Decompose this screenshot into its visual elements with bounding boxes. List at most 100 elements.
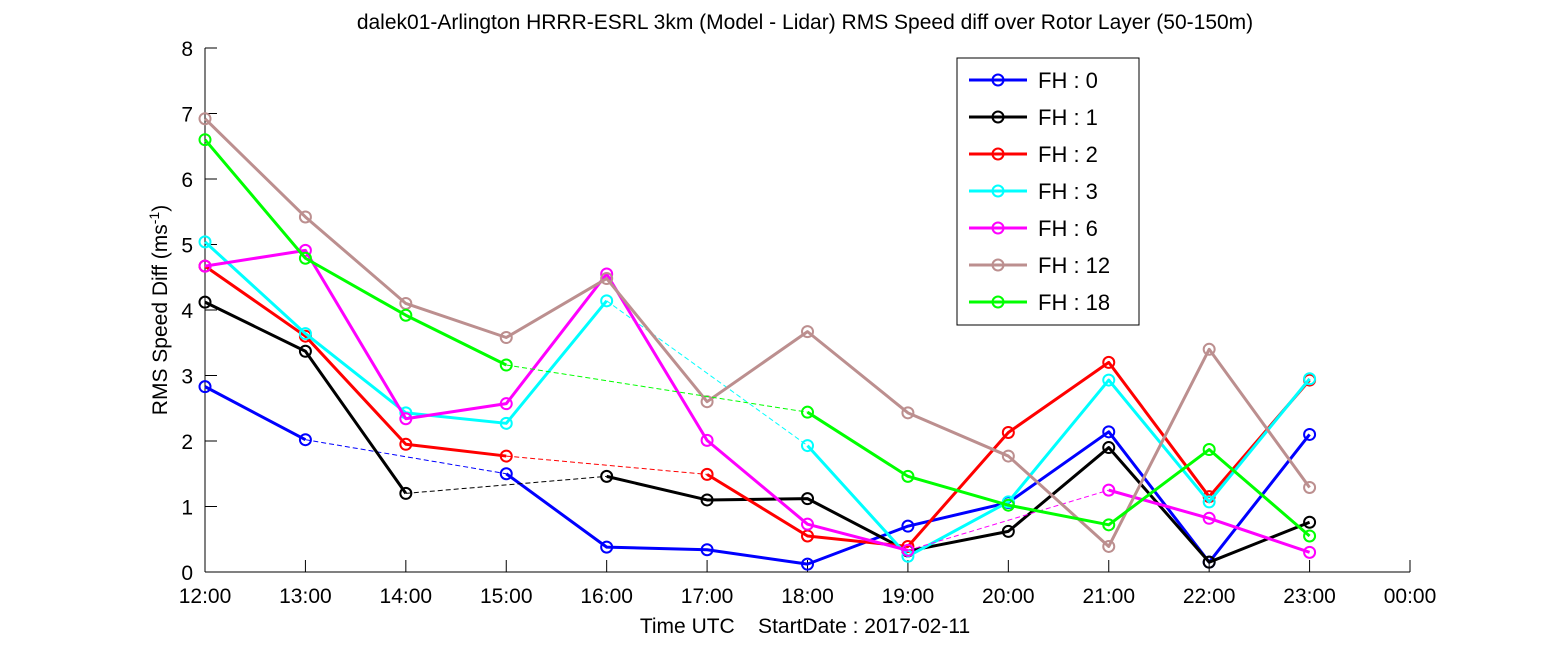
x-axis-label: Time UTC StartDate : 2017-02-11 xyxy=(640,615,970,638)
data-point xyxy=(1202,511,1216,525)
data-point xyxy=(700,543,714,557)
data-point xyxy=(399,437,413,451)
series-line xyxy=(204,248,909,552)
data-point xyxy=(499,397,513,411)
y-axis-label-text: RMS Speed Diff (ms xyxy=(149,224,172,415)
data-point xyxy=(1102,539,1116,553)
data-point xyxy=(198,112,212,126)
data-point xyxy=(801,439,814,453)
data-point xyxy=(298,210,312,224)
data-point xyxy=(499,331,513,345)
data-point xyxy=(399,486,413,500)
data-point xyxy=(700,493,714,507)
x-tick-label: 20:00 xyxy=(982,585,1035,608)
x-tick-label: 18:00 xyxy=(781,585,834,608)
data-point xyxy=(1102,518,1116,532)
data-point xyxy=(700,433,714,447)
data-point xyxy=(1102,355,1116,369)
data-point xyxy=(901,406,915,420)
gap-connector xyxy=(305,439,507,475)
data-point xyxy=(801,405,814,419)
legend-label: FH : 18 xyxy=(1038,290,1110,315)
data-point xyxy=(198,259,212,273)
data-point xyxy=(901,539,915,553)
x-tick-label: 23:00 xyxy=(1283,585,1336,608)
y-tick-label: 3 xyxy=(181,366,193,389)
series-line xyxy=(806,377,1311,558)
legend-label: FH : 0 xyxy=(1038,68,1098,93)
series-fh-0 xyxy=(198,380,1317,571)
chart-title: dalek01-Arlington HRRR-ESRL 3km (Model -… xyxy=(357,11,1253,34)
legend-label: FH : 2 xyxy=(1038,142,1098,167)
y-axis-label: RMS Speed Diff (ms-1) xyxy=(146,205,172,415)
series-fh-18 xyxy=(198,133,1317,543)
y-tick-label: 0 xyxy=(181,562,193,585)
y-axis-label-sup: -1 xyxy=(146,212,162,225)
axes: 0 1 2 3 4 5 6 7 8 12:00 13:00 14:00 15:00 16:00 17:00 1… xyxy=(179,38,1437,608)
series-line xyxy=(204,385,307,442)
y-tick-label: 7 xyxy=(181,104,193,127)
x-tick-label: 19:00 xyxy=(882,585,935,608)
series-line xyxy=(204,300,408,495)
gap-connector xyxy=(506,455,708,475)
data-point xyxy=(1001,498,1015,512)
legend-label: FH : 6 xyxy=(1038,216,1098,241)
data-point xyxy=(700,467,714,481)
data-point xyxy=(499,467,513,481)
data-point xyxy=(298,251,312,265)
x-tick-label: 21:00 xyxy=(1082,585,1135,608)
data-point xyxy=(801,557,814,571)
data-point xyxy=(1102,373,1116,387)
data-point xyxy=(198,133,212,147)
data-point xyxy=(198,295,212,309)
x-tick-label: 22:00 xyxy=(1183,585,1236,608)
svg-text:RMS Speed Diff (ms-1): RMS Speed Diff (ms-1) xyxy=(146,205,172,415)
y-tick-label: 6 xyxy=(181,169,193,192)
data-point xyxy=(1202,443,1216,457)
data-point xyxy=(901,549,915,563)
x-tick-label: 13:00 xyxy=(279,585,332,608)
data-point xyxy=(399,412,413,426)
data-point xyxy=(1001,425,1015,439)
data-point xyxy=(1303,515,1317,529)
data-point xyxy=(600,540,614,554)
legend-label: FH : 1 xyxy=(1038,105,1098,130)
gap-connector xyxy=(506,364,808,413)
x-tick-label: 17:00 xyxy=(681,585,734,608)
y-tick-label: 5 xyxy=(181,235,193,258)
data-point xyxy=(1303,372,1317,386)
data-point xyxy=(1303,427,1317,441)
legend-marker xyxy=(991,110,1005,124)
series-line xyxy=(505,430,1311,566)
series-fh-6 xyxy=(198,243,1317,559)
data-point xyxy=(1102,425,1116,439)
data-point xyxy=(1303,545,1317,559)
series-line xyxy=(606,446,1311,564)
data-point xyxy=(600,272,614,286)
legend-marker xyxy=(991,184,1005,198)
data-point xyxy=(1102,441,1116,455)
series-line xyxy=(203,138,507,367)
data-point xyxy=(499,416,513,430)
legend: FH : 0 FH : 1 FH : 2 FH : 3 FH : 6 FH : 12 FH … xyxy=(956,57,1140,326)
data-point xyxy=(1202,555,1216,569)
x-tick-label: 14:00 xyxy=(380,585,433,608)
data-point xyxy=(1001,449,1015,463)
data-point xyxy=(1202,342,1216,356)
series-line xyxy=(806,410,1311,538)
data-point xyxy=(600,469,614,483)
legend-marker xyxy=(991,147,1005,161)
series-fh-1 xyxy=(198,295,1317,569)
series-layer xyxy=(198,112,1317,571)
data-point xyxy=(298,433,312,447)
data-point xyxy=(399,308,413,322)
x-tick-label: 12:00 xyxy=(179,585,232,608)
x-tick-label: 16:00 xyxy=(580,585,633,608)
data-point xyxy=(499,449,513,463)
y-tick-label: 4 xyxy=(181,300,193,323)
legend-marker xyxy=(991,73,1005,87)
data-point xyxy=(901,469,915,483)
y-tick-label: 2 xyxy=(181,431,193,454)
data-point xyxy=(801,325,814,339)
